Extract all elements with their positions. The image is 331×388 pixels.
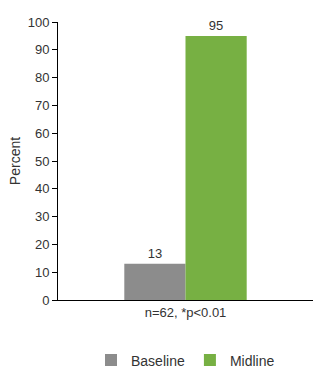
svg-text:Baseline: Baseline (131, 353, 185, 369)
svg-text:n=62, *p<0.01: n=62, *p<0.01 (145, 305, 227, 320)
svg-text:50: 50 (35, 154, 49, 169)
svg-text:90: 90 (35, 42, 49, 57)
svg-text:10: 10 (35, 265, 49, 280)
svg-text:95: 95 (209, 18, 223, 33)
svg-text:70: 70 (35, 98, 49, 113)
svg-text:100: 100 (28, 15, 50, 30)
svg-text:30: 30 (35, 209, 49, 224)
svg-text:0: 0 (42, 293, 49, 308)
svg-text:60: 60 (35, 126, 49, 141)
svg-text:Percent: Percent (7, 137, 23, 185)
svg-text:13: 13 (148, 246, 162, 261)
svg-text:80: 80 (35, 70, 49, 85)
svg-text:20: 20 (35, 237, 49, 252)
svg-text:Midline: Midline (230, 353, 275, 369)
svg-text:40: 40 (35, 181, 49, 196)
